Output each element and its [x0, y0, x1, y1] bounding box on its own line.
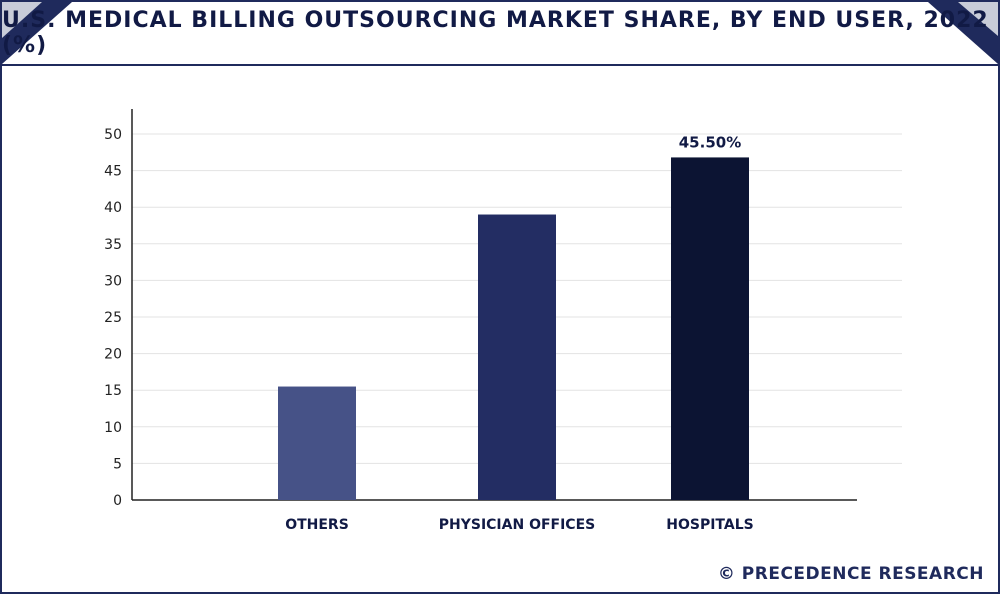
- y-tick-label: 20: [104, 347, 122, 363]
- chart-title: U.S. MEDICAL BILLING OUTSOURCING MARKET …: [2, 8, 989, 58]
- y-tick-label: 30: [104, 273, 122, 289]
- right-corner-decoration: [928, 2, 998, 64]
- y-tick-label: 25: [104, 310, 122, 326]
- bar-physician-offices: [478, 214, 556, 500]
- y-tick-label: 10: [104, 420, 122, 436]
- chart-header: U.S. MEDICAL BILLING OUTSOURCING MARKET …: [2, 2, 998, 66]
- left-corner-decoration: [2, 2, 72, 64]
- y-tick-label: 35: [104, 237, 122, 253]
- precedence-research-watermark: © PRECEDENCE RESEARCH: [717, 564, 984, 584]
- bar-chart: 0 5 10 15 20 25 30 35 40 45 50 OTHERS PHYSICIAN OFFI…: [104, 109, 902, 533]
- data-label: 45.50%: [679, 133, 741, 151]
- y-tick-label: 45: [104, 164, 122, 180]
- y-tick-label: 50: [104, 127, 122, 143]
- y-tick-label: 40: [104, 200, 122, 216]
- y-tick-label: 15: [104, 383, 122, 399]
- y-tick-label: 5: [113, 456, 122, 472]
- bar-hospitals: [671, 157, 749, 500]
- x-tick-label: PHYSICIAN OFFICES: [439, 517, 595, 533]
- bar-others: [278, 386, 356, 500]
- x-tick-label: OTHERS: [285, 517, 349, 533]
- x-tick-label: HOSPITALS: [666, 517, 753, 533]
- y-tick-label: 0: [113, 493, 122, 509]
